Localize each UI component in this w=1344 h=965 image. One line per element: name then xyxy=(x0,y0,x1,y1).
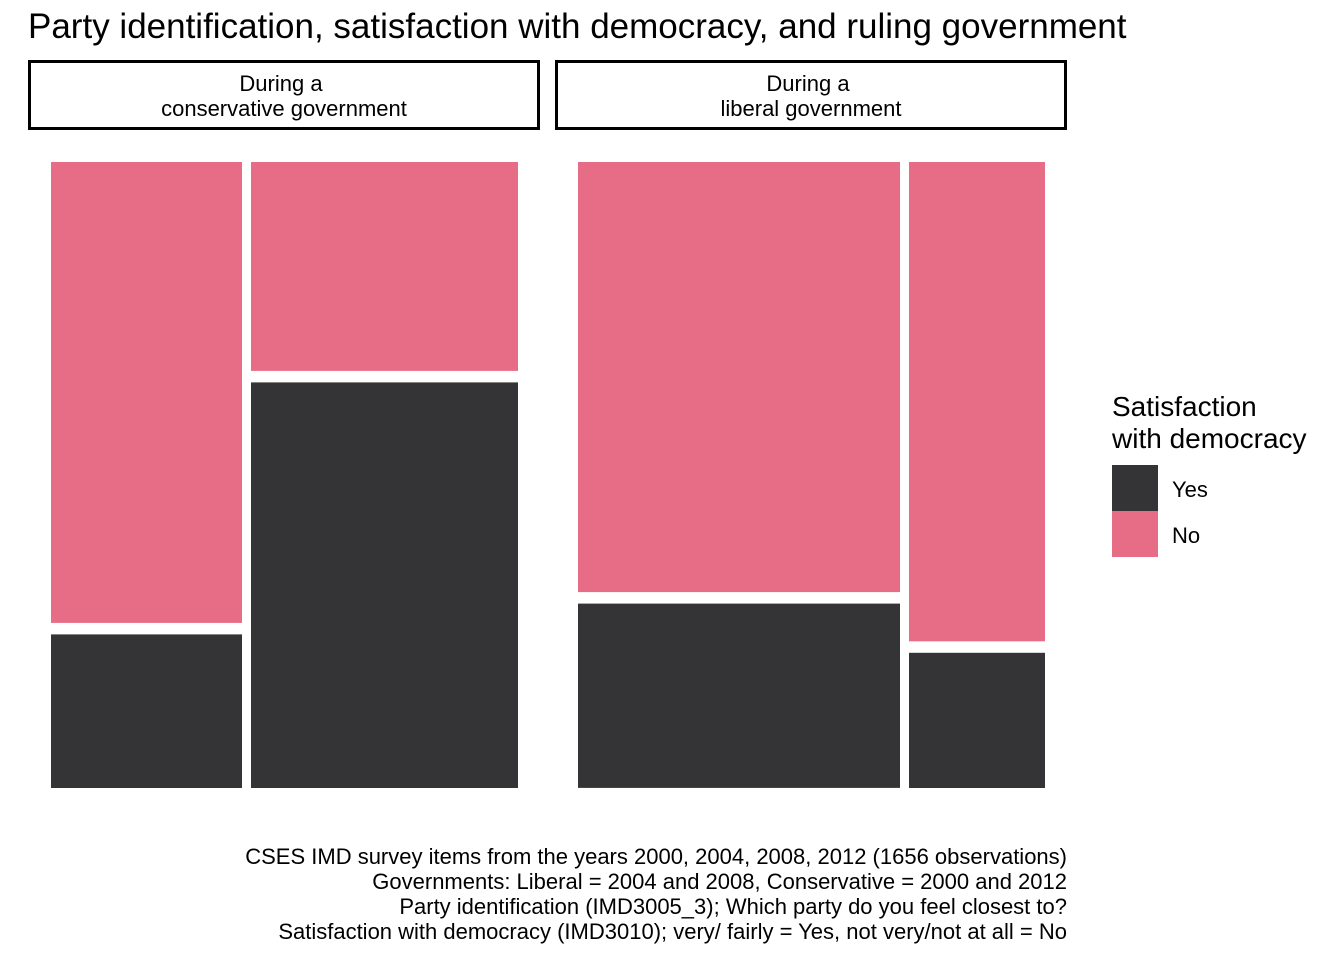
tile-facet1-col1-yes xyxy=(51,634,242,788)
tile-facet2-col2-no xyxy=(909,162,1045,642)
tile-facet1-col2-yes xyxy=(251,382,518,788)
caption-line-4: Satisfaction with democracy (IMD3010); v… xyxy=(278,919,1067,944)
facet-label-conservative-line1: During a xyxy=(239,71,323,96)
tile-facet1-col1-no xyxy=(51,162,242,623)
legend-swatch-no xyxy=(1112,511,1158,557)
mosaic-plot-area xyxy=(51,162,1045,788)
chart-title: Party identification, satisfaction with … xyxy=(28,7,1127,46)
tile-facet1-col2-no xyxy=(251,162,518,371)
legend-swatch-yes xyxy=(1112,465,1158,511)
facet-label-conservative-line2: conservative government xyxy=(161,96,407,121)
legend-title-line1: Satisfaction xyxy=(1112,391,1257,422)
caption-line-2: Governments: Liberal = 2004 and 2008, Co… xyxy=(372,869,1067,894)
legend-label-no: No xyxy=(1172,523,1200,548)
tile-facet2-col2-yes xyxy=(909,652,1045,788)
tile-facet2-col1-no xyxy=(578,162,900,593)
caption-line-3: Party identification (IMD3005_3); Which … xyxy=(399,894,1067,919)
caption-line-1: CSES IMD survey items from the years 200… xyxy=(245,844,1067,869)
legend: Satisfaction with democracy Yes No xyxy=(1111,391,1307,557)
legend-title-line2: with democracy xyxy=(1111,423,1307,454)
caption: CSES IMD survey items from the years 200… xyxy=(245,844,1067,944)
facet-label-liberal-line1: During a xyxy=(766,71,850,96)
tile-facet2-col1-yes xyxy=(578,603,900,788)
facet-strip-conservative: During a conservative government xyxy=(28,60,540,130)
facet-strip-liberal: During a liberal government xyxy=(555,60,1067,130)
legend-label-yes: Yes xyxy=(1172,477,1208,502)
facet-label-liberal-line2: liberal government xyxy=(721,96,902,121)
